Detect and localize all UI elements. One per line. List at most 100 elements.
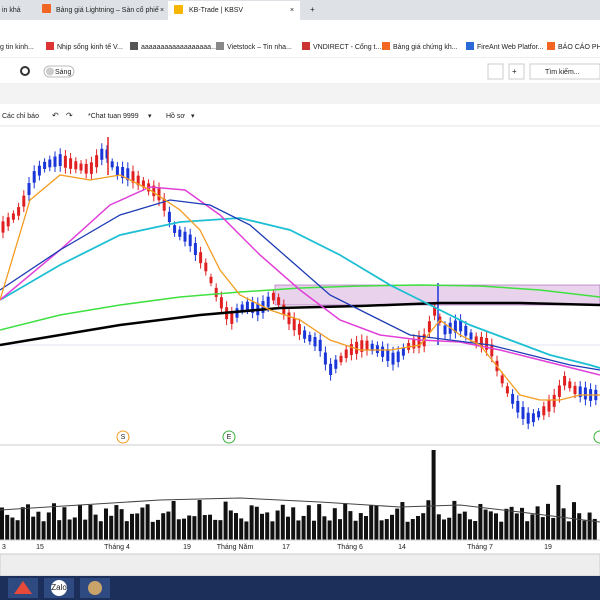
volume-bar <box>395 508 400 540</box>
volume-bar <box>504 508 509 540</box>
tab[interactable]: in khả <box>2 7 21 14</box>
bookmark[interactable]: VNDIRECT - Cổng t... <box>313 43 381 51</box>
volume-bar <box>509 506 514 540</box>
volume-bar <box>15 520 20 540</box>
candle-body <box>391 352 395 365</box>
svg-text:▾: ▾ <box>148 113 152 120</box>
candle-body <box>183 231 187 242</box>
volume-bar <box>156 519 160 540</box>
bookmark[interactable]: Nhịp sống kinh tế V... <box>57 42 123 51</box>
candle-body <box>521 407 525 419</box>
bookmark[interactable]: aaaaaaaaaaaaaaaaaa... <box>141 44 217 51</box>
candle-body <box>199 252 203 264</box>
candle-body <box>557 385 561 397</box>
profile-button[interactable]: Hồ sơ <box>166 111 185 120</box>
volume-bar <box>488 511 493 540</box>
volume-bar <box>494 513 498 540</box>
volume-bar <box>10 517 15 540</box>
taskbar-app[interactable]: Zalo <box>51 583 67 592</box>
candle-body <box>173 225 177 233</box>
active-tab[interactable] <box>168 1 300 20</box>
volume-pane <box>0 450 597 540</box>
bookmark[interactable]: FireAnt Web Platfor... <box>477 44 543 51</box>
bookmark[interactable]: Bảng giá chứng kh... <box>393 44 458 51</box>
volume-bar <box>36 511 41 540</box>
volume-bar <box>431 450 436 540</box>
volume-bar <box>457 513 462 540</box>
volume-bar <box>244 521 249 540</box>
candle-body <box>162 198 166 211</box>
search-box[interactable] <box>529 63 600 80</box>
candle-body <box>152 185 156 197</box>
volume-bar <box>556 485 561 540</box>
candle-body <box>375 345 379 353</box>
bookmark[interactable]: g tin kinh... <box>0 44 34 51</box>
volume-bar <box>483 509 488 540</box>
chart-toolbar <box>0 104 600 126</box>
volume-bar <box>119 509 124 540</box>
volume-bar <box>462 511 467 540</box>
tab[interactable]: Bảng giá Lightning – Sàn cổ phiế <box>56 5 159 14</box>
candle-body <box>58 154 62 166</box>
svg-text:+: + <box>310 5 315 14</box>
candle-body <box>43 161 47 169</box>
settings-icon[interactable] <box>20 66 30 76</box>
volume-bar <box>26 504 30 540</box>
volume-bar <box>566 521 571 540</box>
candle-body <box>537 411 541 418</box>
volume-bar <box>223 501 228 540</box>
volume-bar <box>104 508 108 540</box>
add-button[interactable] <box>508 63 525 80</box>
candle-body <box>11 213 15 220</box>
candle-body <box>6 217 10 227</box>
candle-body <box>1 221 5 233</box>
bookmark-icon <box>547 42 555 50</box>
candle-body <box>412 338 416 349</box>
candle-body <box>339 355 343 363</box>
candle-body <box>329 363 333 376</box>
volume-bar <box>78 504 82 540</box>
candle-body <box>563 376 567 386</box>
theme-label: Sáng <box>55 69 71 76</box>
layout-name[interactable]: *Chat tuan 9999 <box>88 113 139 120</box>
volume-bar <box>312 520 316 540</box>
volume-bar <box>369 504 374 540</box>
candle-body <box>282 304 286 315</box>
bookmark[interactable]: BÁO CÁO PHÂ <box>558 42 600 51</box>
candle-body <box>204 262 208 272</box>
candle-body <box>100 148 104 160</box>
volume-bar <box>130 513 134 540</box>
volume-bar <box>384 519 389 540</box>
candle-body <box>552 394 556 407</box>
candle-body <box>126 168 130 181</box>
volume-bar <box>171 500 176 540</box>
volume-bar <box>592 518 597 540</box>
event-marker[interactable]: E <box>227 434 232 441</box>
event-marker[interactable]: S <box>121 434 126 441</box>
x-axis-label: Tháng 6 <box>337 544 363 551</box>
volume-bar <box>275 510 280 540</box>
volume-bar <box>228 510 233 540</box>
indicators-button[interactable]: Các chỉ báo <box>2 112 39 120</box>
volume-bar <box>364 516 368 540</box>
candle-body <box>27 183 31 195</box>
volume-bar <box>338 519 342 540</box>
candle-body <box>344 349 348 359</box>
x-axis-label: Tháng 7 <box>467 544 493 551</box>
layout-button[interactable] <box>487 63 504 80</box>
volume-bar <box>301 515 306 540</box>
tab[interactable]: KB-Trade | KBSV <box>189 7 243 14</box>
volume-bar <box>265 512 270 540</box>
volume-bar <box>150 521 155 540</box>
volume-bar <box>317 504 322 540</box>
volume-bar <box>52 503 56 540</box>
candle-body <box>287 312 291 325</box>
volume-bar <box>514 513 519 540</box>
address-strip <box>0 20 600 36</box>
bookmark[interactable]: Vietstock – Tin nha... <box>227 44 292 51</box>
volume-bar <box>587 512 592 540</box>
volume-bar <box>535 506 540 540</box>
candle-body <box>95 155 99 168</box>
volume-bar <box>5 514 10 540</box>
candle-body <box>292 318 296 331</box>
